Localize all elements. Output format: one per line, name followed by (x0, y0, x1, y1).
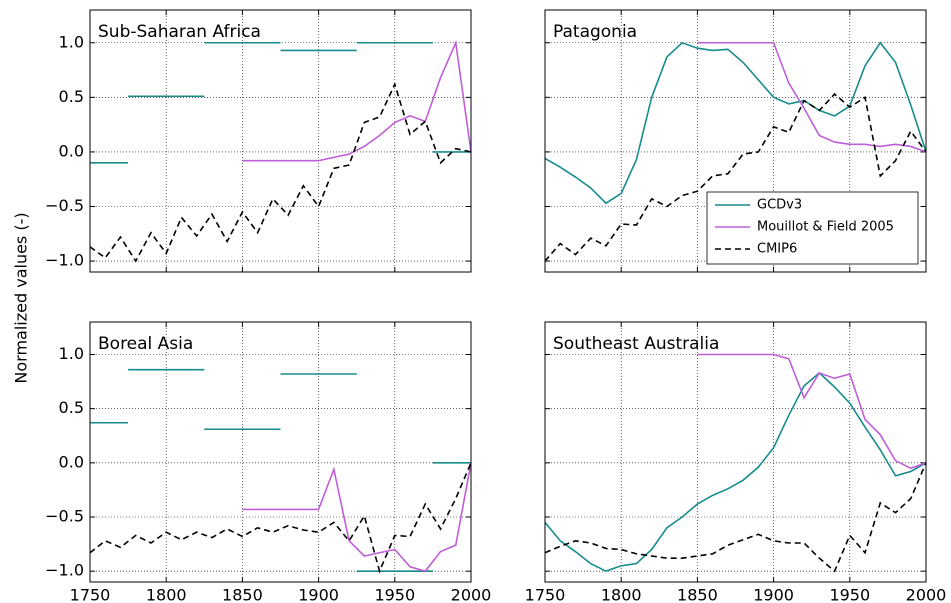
x-tick-label: 1900 (298, 586, 339, 603)
y-tick-label: 0.0 (59, 452, 84, 471)
series-line (90, 41, 471, 164)
series-line (242, 39, 472, 162)
x-tick-label: 1800 (146, 586, 187, 603)
y-tick-label: −1.0 (45, 251, 84, 270)
y-tick-label: 0.5 (59, 87, 84, 106)
y-tick-label: −0.5 (45, 196, 84, 215)
x-tick-label: 1850 (677, 586, 718, 603)
y-axis-label: Normalized values (-) (12, 212, 31, 383)
y-tick-label: 0.5 (59, 398, 84, 417)
series-line (89, 81, 472, 263)
legend-label: CMIP6 (757, 242, 797, 257)
x-tick-label: 1900 (753, 586, 794, 603)
x-tick-label: 1800 (601, 586, 642, 603)
x-tick-label: 1850 (222, 586, 263, 603)
plot-frame (544, 321, 927, 583)
panel-title: Sub-Saharan Africa (98, 22, 261, 42)
panel-title: Southeast Australia (553, 334, 719, 354)
y-tick-label: 0.0 (59, 141, 84, 160)
legend-label: Mouillot & Field 2005 (757, 220, 894, 235)
series-line (242, 462, 472, 573)
y-tick-label: 1.0 (59, 344, 84, 363)
x-tick-label: 2000 (451, 586, 492, 603)
series-line (697, 41, 927, 153)
y-tick-label: 1.0 (59, 32, 84, 51)
series-line (544, 41, 927, 205)
x-tick-label: 2000 (906, 586, 947, 603)
y-tick-label: −1.0 (45, 561, 84, 580)
y-tick-label: −0.5 (45, 507, 84, 526)
panel-title: Boreal Asia (98, 334, 193, 354)
series-line (90, 368, 471, 572)
x-tick-label: 1950 (829, 586, 870, 603)
series-line (544, 371, 927, 573)
panel-title: Patagonia (553, 22, 637, 42)
legend-box (706, 191, 919, 265)
plot-frame (544, 9, 927, 273)
x-tick-label: 1750 (525, 586, 566, 603)
series-line (544, 92, 927, 262)
series-line (89, 462, 472, 574)
x-tick-label: 1750 (70, 586, 111, 603)
x-tick-label: 1950 (374, 586, 415, 603)
plot-frame (89, 9, 472, 273)
series-line (697, 353, 927, 470)
plot-frame (89, 321, 472, 583)
legend-label: GCDv3 (757, 198, 802, 213)
